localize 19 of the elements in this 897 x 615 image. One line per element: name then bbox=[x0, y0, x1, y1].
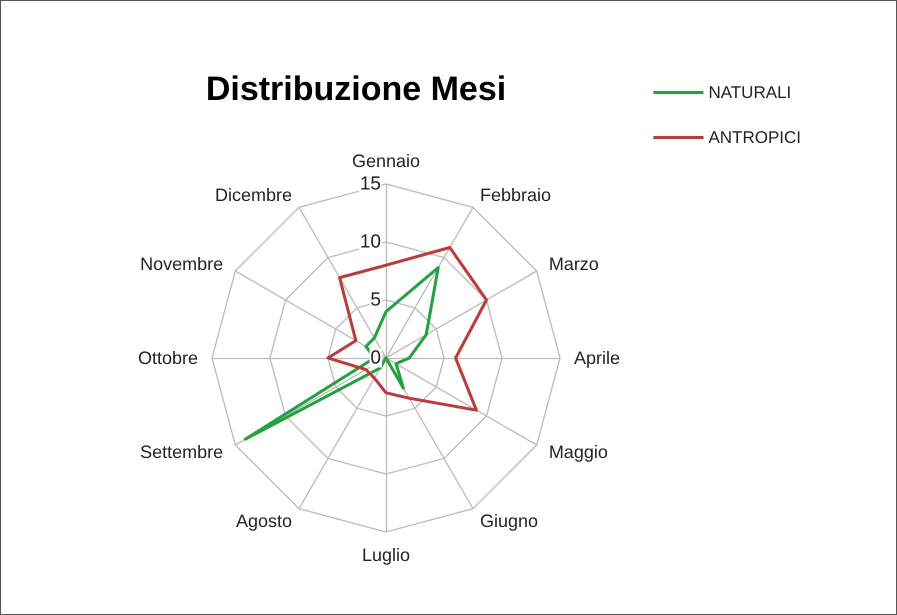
spoke-label: Dicembre bbox=[214, 185, 292, 206]
spoke-label: Maggio bbox=[548, 442, 608, 462]
spoke-label: Marzo bbox=[548, 254, 599, 274]
spoke-label: Febbraio bbox=[480, 185, 552, 206]
y-tick-label: 10 bbox=[360, 232, 381, 252]
spoke-label: Agosto bbox=[236, 510, 292, 531]
y-tick-label: 5 bbox=[370, 290, 381, 310]
spoke-label: Giugno bbox=[480, 510, 538, 531]
spoke-label: Gennaio bbox=[352, 151, 420, 171]
spoke-label: Aprile bbox=[574, 348, 620, 368]
y-tick-label: 15 bbox=[360, 174, 381, 194]
chart-title: Distribuzione Mesi bbox=[206, 70, 506, 108]
spoke-label: Novembre bbox=[140, 254, 224, 274]
spoke-label: Settembre bbox=[140, 442, 224, 462]
legend-label: NATURALI bbox=[708, 83, 792, 102]
legend-label: ANTROPICI bbox=[708, 128, 801, 147]
spoke-label: Luglio bbox=[362, 545, 410, 565]
y-tick-label: 0 bbox=[370, 348, 381, 368]
spoke-label: Ottobre bbox=[138, 348, 198, 368]
